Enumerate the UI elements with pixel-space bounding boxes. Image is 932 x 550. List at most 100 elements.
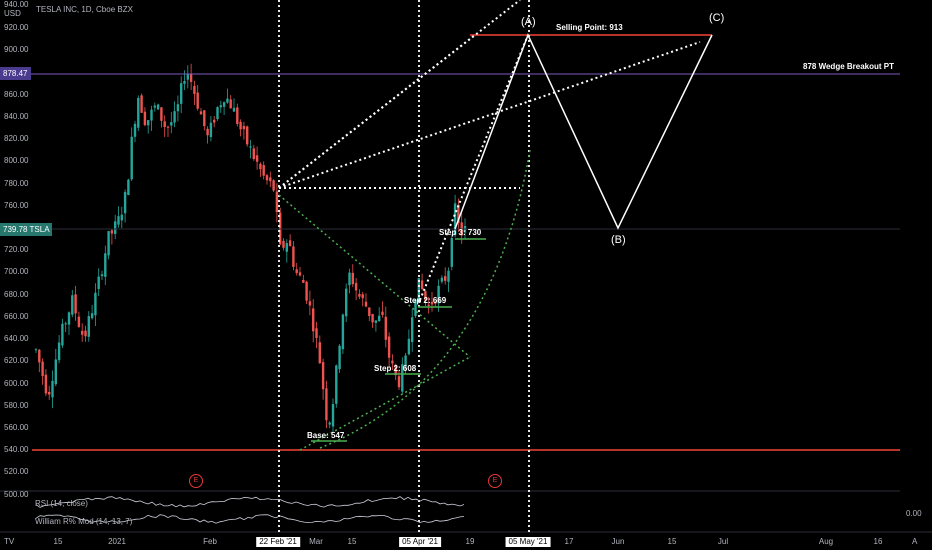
currency-label: USD <box>4 9 21 18</box>
candle-body <box>173 111 176 123</box>
candle-body <box>391 360 394 364</box>
candle-body <box>147 120 150 126</box>
candle-body <box>335 365 338 404</box>
wedge-upper-line <box>278 194 471 358</box>
candle <box>308 290 312 316</box>
candle-body <box>374 320 378 323</box>
candle <box>384 306 387 348</box>
candle-body <box>153 105 156 108</box>
time-tick: Mar <box>309 537 323 546</box>
candle <box>41 358 44 385</box>
williams-indicator-label[interactable]: William R% Mod (14, 13, 7) <box>35 517 133 526</box>
candle <box>249 139 252 159</box>
price-tick: 660.00 <box>4 311 29 321</box>
projection-line <box>278 41 701 189</box>
candle <box>209 116 213 142</box>
candle-body <box>331 404 335 427</box>
candle <box>302 274 305 283</box>
candle-body <box>239 121 242 130</box>
candle-body <box>133 123 137 137</box>
candle-body <box>222 102 226 107</box>
candle <box>87 311 90 342</box>
candle <box>140 93 143 113</box>
candle-body <box>213 119 216 123</box>
candle <box>156 103 160 111</box>
candle <box>153 102 156 112</box>
candle-body <box>216 107 219 120</box>
candle-body <box>193 85 196 94</box>
candle-body <box>404 355 407 367</box>
candle-body <box>166 126 170 128</box>
candle <box>186 65 189 89</box>
auto-scale-button[interactable]: A <box>912 537 918 546</box>
tradingview-logo-icon[interactable]: TV <box>4 537 15 546</box>
candle <box>374 320 378 332</box>
candle-body <box>282 240 285 248</box>
candle <box>81 323 84 342</box>
candle-body <box>123 192 127 214</box>
candle <box>411 308 414 352</box>
candle <box>420 273 424 291</box>
candle-body <box>156 104 160 110</box>
candle <box>444 267 447 285</box>
candle-body <box>110 230 114 234</box>
wedge-price-badge: 878.47 <box>0 67 31 80</box>
candle-body <box>34 349 38 351</box>
candle <box>361 291 364 307</box>
candle <box>447 267 450 293</box>
indicator-value: 0.00 <box>906 509 922 518</box>
candle-body <box>401 364 404 392</box>
candle-body <box>275 191 279 213</box>
candle-body <box>298 272 302 276</box>
candle-body <box>196 92 199 109</box>
step3-label: Step 3: 730 <box>439 228 482 237</box>
candle-body <box>84 330 87 337</box>
candle <box>407 329 411 356</box>
time-tick: 17 <box>564 537 574 546</box>
candle-body <box>259 163 262 170</box>
time-tick: Jun <box>611 537 625 546</box>
price-tick: 820.00 <box>4 134 29 144</box>
candle-body <box>361 294 364 299</box>
candle <box>90 304 94 320</box>
time-tick: Feb <box>203 537 217 546</box>
candle <box>315 321 318 349</box>
candle-body <box>292 246 295 267</box>
candle-body <box>236 107 239 124</box>
candle-body <box>444 276 447 281</box>
earnings-marker-1[interactable]: E <box>189 474 203 488</box>
candle-body <box>325 388 328 421</box>
price-tick: 500.00 <box>4 489 29 499</box>
candle <box>163 115 166 138</box>
candle-body <box>77 316 81 327</box>
price-tick: 600.00 <box>4 378 29 388</box>
candle-body <box>288 240 292 247</box>
step2a-label: Step 2: 608 <box>374 364 417 373</box>
candle <box>193 80 196 105</box>
earnings-marker-2[interactable]: E <box>488 474 502 488</box>
rsi-indicator-label[interactable]: RSI (14, close) <box>35 499 88 508</box>
candle-body <box>97 276 100 289</box>
candle <box>295 262 298 276</box>
candle <box>288 234 292 247</box>
time-tick: Aug <box>818 537 834 546</box>
candle <box>457 198 460 233</box>
time-tick: 15 <box>347 537 357 546</box>
candle-body <box>160 107 163 121</box>
candle <box>255 146 259 170</box>
candle <box>246 125 249 147</box>
candle-body <box>44 374 48 394</box>
candle-body <box>140 95 143 113</box>
candle-body <box>414 299 417 316</box>
candle <box>160 106 163 128</box>
candle-body <box>378 315 381 322</box>
candle-body <box>269 177 272 182</box>
candle <box>64 321 67 332</box>
base-label: Base: 547 <box>307 431 345 440</box>
candle-body <box>176 104 180 112</box>
candle <box>440 275 444 284</box>
candle <box>183 70 186 90</box>
time-tick: 22 Feb '21 <box>256 537 300 547</box>
time-tick: 19 <box>465 537 475 546</box>
